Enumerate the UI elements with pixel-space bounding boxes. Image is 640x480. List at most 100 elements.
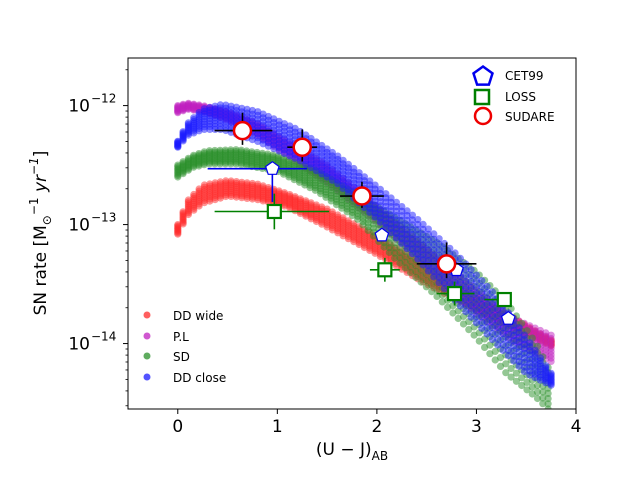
model-point bbox=[430, 230, 438, 238]
square-marker bbox=[446, 285, 463, 302]
model-point bbox=[414, 216, 422, 224]
model-point bbox=[512, 369, 521, 377]
x-tick-label: 1 bbox=[272, 417, 283, 437]
pentagon-marker bbox=[374, 227, 390, 242]
model-point bbox=[403, 207, 411, 215]
model-point bbox=[451, 249, 459, 257]
model-point bbox=[424, 241, 432, 249]
legend-entry-dd-close: DD close bbox=[143, 371, 226, 385]
legend-label-dd-wide: DD wide bbox=[173, 309, 223, 323]
model-point bbox=[483, 282, 491, 290]
model-point bbox=[467, 283, 475, 291]
circle-marker bbox=[292, 137, 312, 157]
pentagon-marker bbox=[500, 310, 516, 325]
model-point bbox=[334, 211, 342, 219]
model-point bbox=[184, 196, 192, 204]
model-band-dd-close bbox=[174, 101, 555, 389]
model-point bbox=[355, 169, 363, 177]
model-point bbox=[424, 246, 432, 254]
model-point bbox=[248, 179, 256, 188]
model-point bbox=[544, 389, 552, 397]
model-point bbox=[391, 249, 399, 257]
model-point bbox=[547, 331, 555, 339]
model-point bbox=[515, 324, 523, 332]
model-point bbox=[323, 145, 331, 153]
model-point bbox=[472, 283, 480, 291]
model-point bbox=[446, 244, 454, 252]
model-point bbox=[296, 195, 304, 203]
model-point bbox=[366, 177, 374, 185]
model-point bbox=[419, 230, 427, 239]
model-point bbox=[430, 235, 438, 243]
model-point bbox=[419, 241, 427, 249]
model-point bbox=[494, 323, 502, 331]
model-point bbox=[350, 164, 358, 173]
model-point bbox=[507, 364, 515, 373]
legend-entry-pl: P.L bbox=[143, 330, 189, 344]
model-point bbox=[334, 152, 342, 160]
model-point bbox=[478, 318, 486, 326]
model-point bbox=[518, 381, 526, 390]
model-point bbox=[478, 289, 486, 297]
model-point bbox=[280, 120, 288, 128]
circle-marker bbox=[232, 120, 253, 141]
model-point bbox=[339, 214, 347, 222]
model-point bbox=[248, 106, 256, 115]
loss-point bbox=[484, 291, 512, 308]
model-point bbox=[533, 381, 542, 389]
cet99-point bbox=[500, 310, 516, 325]
model-point bbox=[472, 319, 480, 327]
loss-point bbox=[436, 281, 475, 306]
model-point bbox=[507, 373, 515, 381]
model-point bbox=[478, 324, 486, 332]
model-point bbox=[462, 296, 470, 304]
square-marker bbox=[266, 203, 282, 220]
x-tick-label: 4 bbox=[571, 417, 582, 437]
model-point bbox=[467, 301, 475, 309]
model-point bbox=[430, 273, 438, 281]
model-point bbox=[488, 329, 496, 338]
x-axis-label: (U − J)AB bbox=[316, 440, 388, 463]
observation-legend: CET99 LOSS SUDARE bbox=[472, 64, 555, 126]
model-point bbox=[258, 149, 266, 157]
model-point bbox=[467, 295, 475, 303]
model-point bbox=[232, 103, 240, 111]
model-point bbox=[253, 148, 261, 157]
pentagon-marker-icon bbox=[472, 64, 494, 86]
model-point bbox=[435, 240, 443, 248]
x-tick-label: 2 bbox=[371, 417, 382, 437]
model-point bbox=[462, 302, 470, 310]
x-tick-label: 0 bbox=[172, 417, 183, 437]
dot-marker-icon bbox=[143, 373, 151, 381]
model-point bbox=[456, 302, 464, 310]
model-point bbox=[502, 360, 510, 368]
model-point bbox=[435, 235, 443, 243]
model-point bbox=[462, 272, 470, 280]
model-point bbox=[504, 325, 512, 333]
model-point bbox=[312, 201, 320, 209]
legend-label-sd: SD bbox=[173, 350, 190, 364]
model-point bbox=[339, 156, 347, 164]
model-point bbox=[472, 301, 480, 309]
model-point bbox=[382, 190, 390, 198]
model-point bbox=[512, 377, 521, 385]
model-point bbox=[483, 324, 491, 332]
y-tick-exponent: −13 bbox=[91, 211, 116, 225]
model-point bbox=[483, 330, 491, 338]
model-point bbox=[264, 184, 272, 192]
x-axis: 0 1 2 3 4 bbox=[172, 409, 581, 437]
y-tick-label: 10 bbox=[68, 97, 90, 117]
model-point bbox=[344, 160, 352, 168]
model-point bbox=[419, 220, 427, 228]
model-point bbox=[462, 266, 470, 274]
model-point bbox=[499, 335, 507, 343]
circle-marker bbox=[436, 254, 457, 274]
model-point bbox=[533, 388, 542, 396]
model-point bbox=[467, 313, 475, 321]
model-point bbox=[494, 341, 502, 349]
dot-marker-icon bbox=[143, 332, 151, 340]
legend-label-cet99: CET99 bbox=[505, 69, 544, 83]
model-point bbox=[472, 289, 480, 297]
model-point bbox=[344, 217, 352, 225]
model-point bbox=[510, 352, 518, 360]
